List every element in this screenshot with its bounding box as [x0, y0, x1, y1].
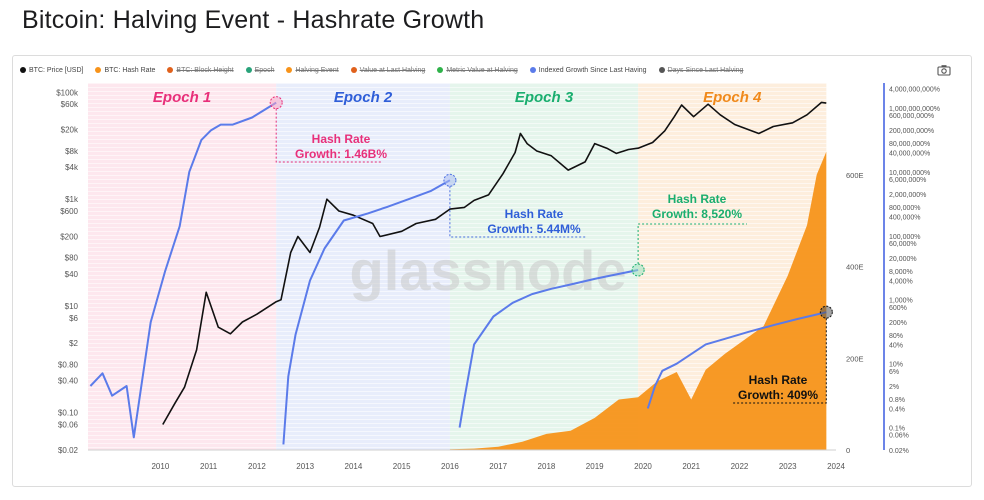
legend-dot [20, 67, 26, 73]
legend-label: Halving Event [295, 66, 339, 74]
chart-panel [12, 55, 972, 487]
legend-label: BTC: Price [USD] [29, 66, 84, 74]
legend: BTC: Price [USD] BTC: Hash Rate BTC: Block… [20, 63, 743, 77]
legend-label: Indexed Growth Since Last Having [538, 66, 647, 74]
legend-label: Value at Last Halving [359, 66, 426, 74]
legend-dot [167, 67, 174, 73]
legend-dot [658, 67, 665, 73]
legend-dot [437, 67, 444, 73]
legend-label: BTC: Hash Rate [104, 66, 156, 74]
legend-item[interactable]: BTC: Block Height [167, 66, 234, 74]
legend-dot [350, 67, 357, 73]
legend-dot [286, 67, 293, 73]
legend-item[interactable]: BTC: Hash Rate [95, 67, 155, 74]
legend-dot [245, 67, 252, 73]
legend-label: BTC: Block Height [176, 66, 234, 74]
legend-item[interactable]: Epoch [245, 66, 275, 74]
legend-item[interactable]: Value at Last Halving [350, 66, 426, 74]
legend-item[interactable]: Metric Value at Halving [437, 66, 518, 74]
legend-item[interactable]: Days Since Last Halving [658, 66, 744, 74]
legend-dot [529, 67, 536, 73]
legend-label: Metric Value at Halving [446, 66, 518, 74]
legend-label: Days Since Last Halving [667, 66, 744, 74]
legend-dot [95, 67, 102, 73]
legend-item[interactable]: Indexed Growth Since Last Having [529, 66, 647, 74]
legend-label: Epoch [254, 66, 275, 74]
legend-item[interactable]: Halving Event [286, 66, 339, 74]
camera-icon[interactable] [937, 64, 951, 76]
legend-item[interactable]: BTC: Price [USD] [20, 67, 83, 74]
chart-title: Bitcoin: Halving Event - Hashrate Growth [22, 6, 485, 34]
